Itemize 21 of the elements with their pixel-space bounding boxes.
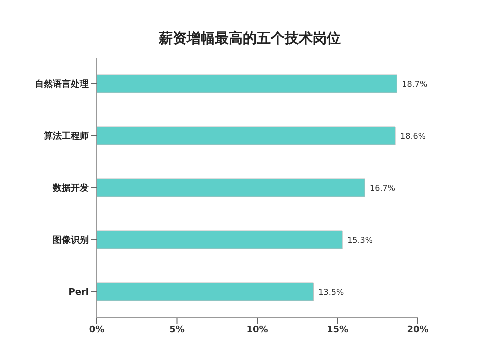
bar — [97, 74, 398, 94]
y-tick-label: 自然语言处理 — [35, 79, 89, 90]
x-tick-label: 15% — [326, 325, 349, 336]
x-tick-label: 5% — [170, 325, 185, 336]
data-label: 15.3% — [348, 236, 374, 245]
bar — [97, 178, 366, 198]
data-label: 13.5% — [318, 288, 344, 297]
y-tick-label: 算法工程师 — [43, 131, 89, 142]
x-tick-label: 20% — [407, 325, 429, 336]
y-tick-label: 数据开发 — [52, 183, 89, 194]
y-tick-label: Perl — [68, 288, 89, 298]
bar — [97, 282, 314, 302]
x-tick-label: 0% — [89, 325, 105, 336]
x-tick-label: 10% — [246, 325, 268, 336]
data-label: 18.6% — [400, 132, 426, 141]
chart-title: 薪资增幅最高的五个技术岗位 — [158, 30, 342, 48]
bar — [97, 230, 343, 250]
y-tick-label: 图像识别 — [53, 235, 89, 246]
data-label: 16.7% — [370, 184, 396, 193]
data-label: 18.7% — [402, 80, 428, 89]
bar — [97, 126, 396, 146]
